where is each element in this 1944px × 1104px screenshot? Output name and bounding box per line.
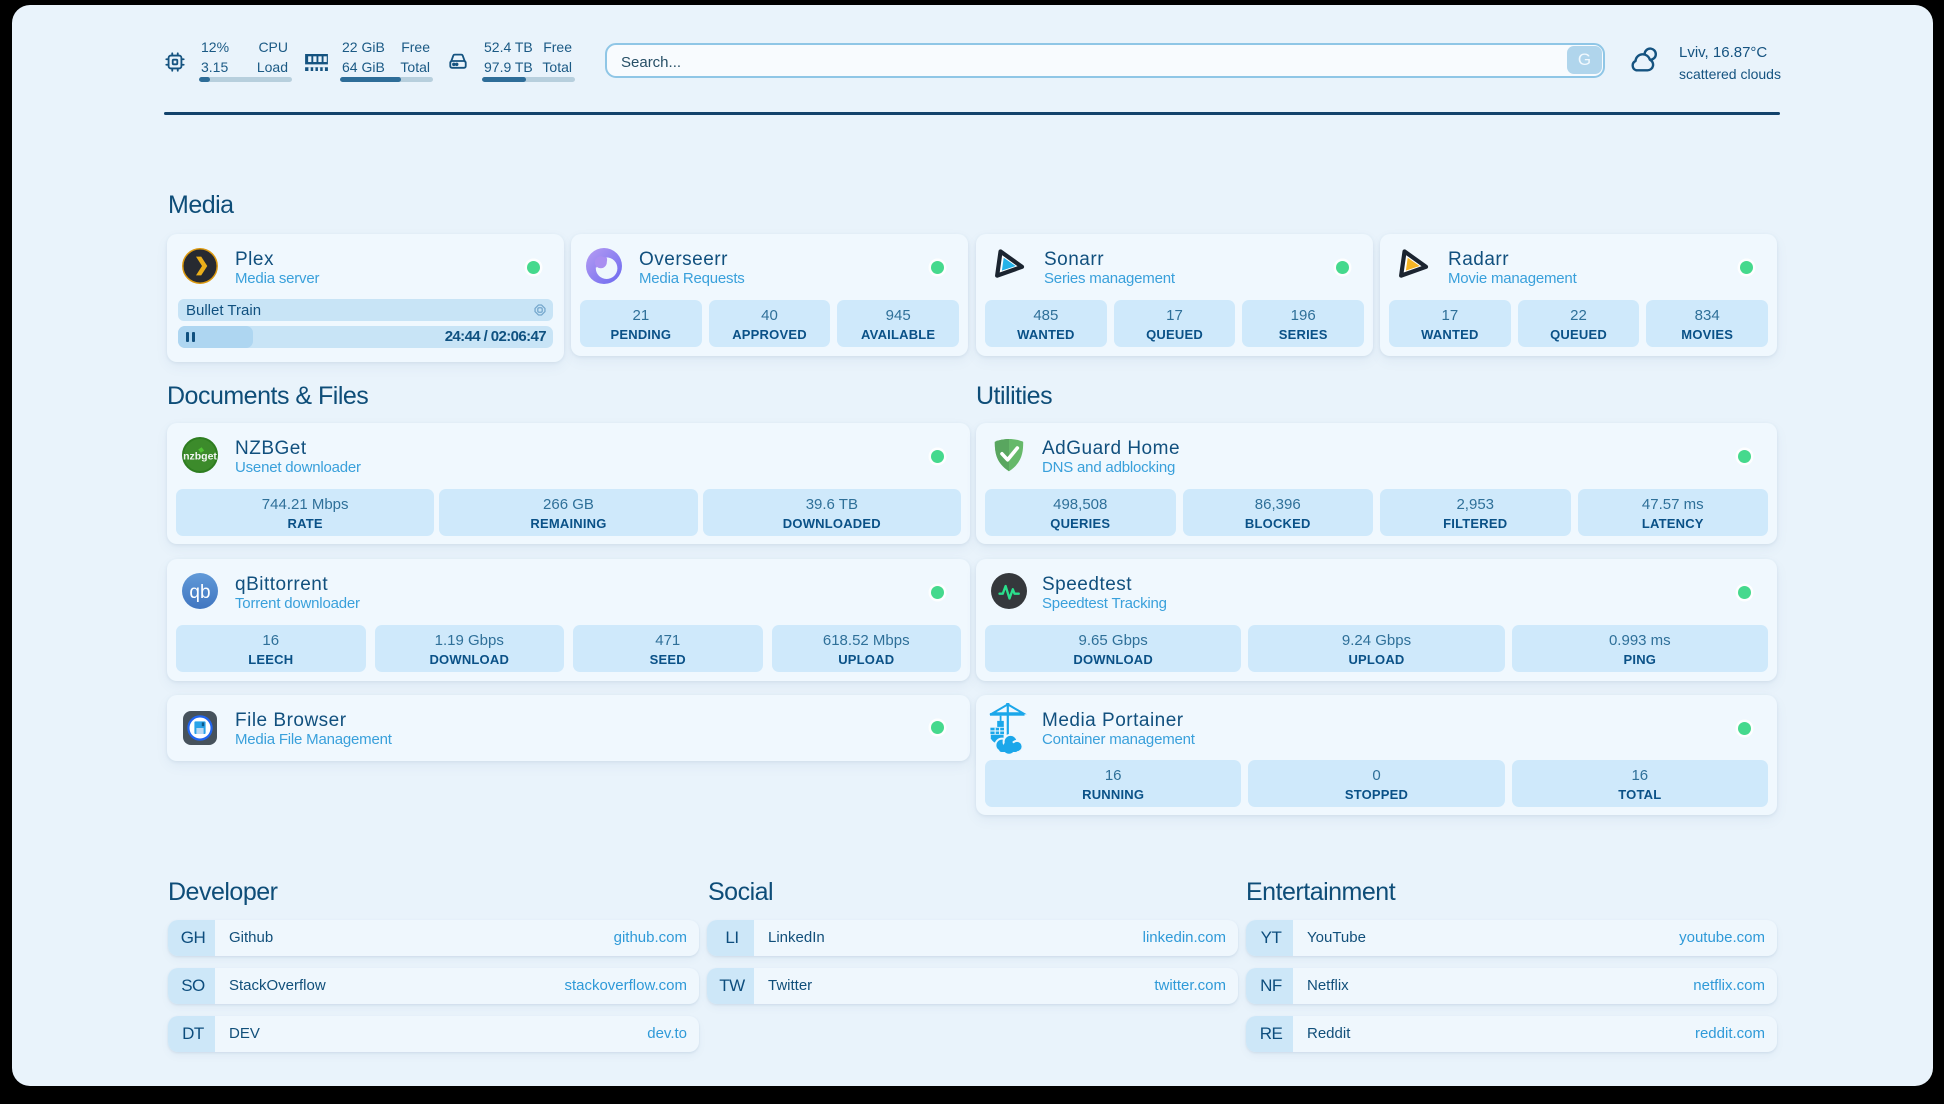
svg-text:nzbget: nzbget: [183, 451, 217, 463]
svg-text:qb: qb: [189, 582, 210, 603]
